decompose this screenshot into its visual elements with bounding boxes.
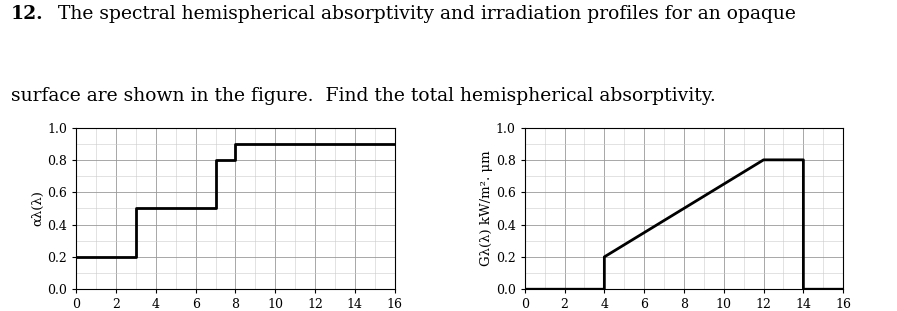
Text: The spectral hemispherical absorptivity and irradiation profiles for an opaque: The spectral hemispherical absorptivity … — [58, 5, 797, 23]
Text: surface are shown in the figure.  Find the total hemispherical absorptivity.: surface are shown in the figure. Find th… — [11, 87, 716, 105]
Y-axis label: Gλ(λ) kW/m². μm: Gλ(λ) kW/m². μm — [480, 151, 493, 266]
Y-axis label: αλ(λ): αλ(λ) — [31, 190, 45, 226]
Text: 12.: 12. — [11, 5, 43, 23]
